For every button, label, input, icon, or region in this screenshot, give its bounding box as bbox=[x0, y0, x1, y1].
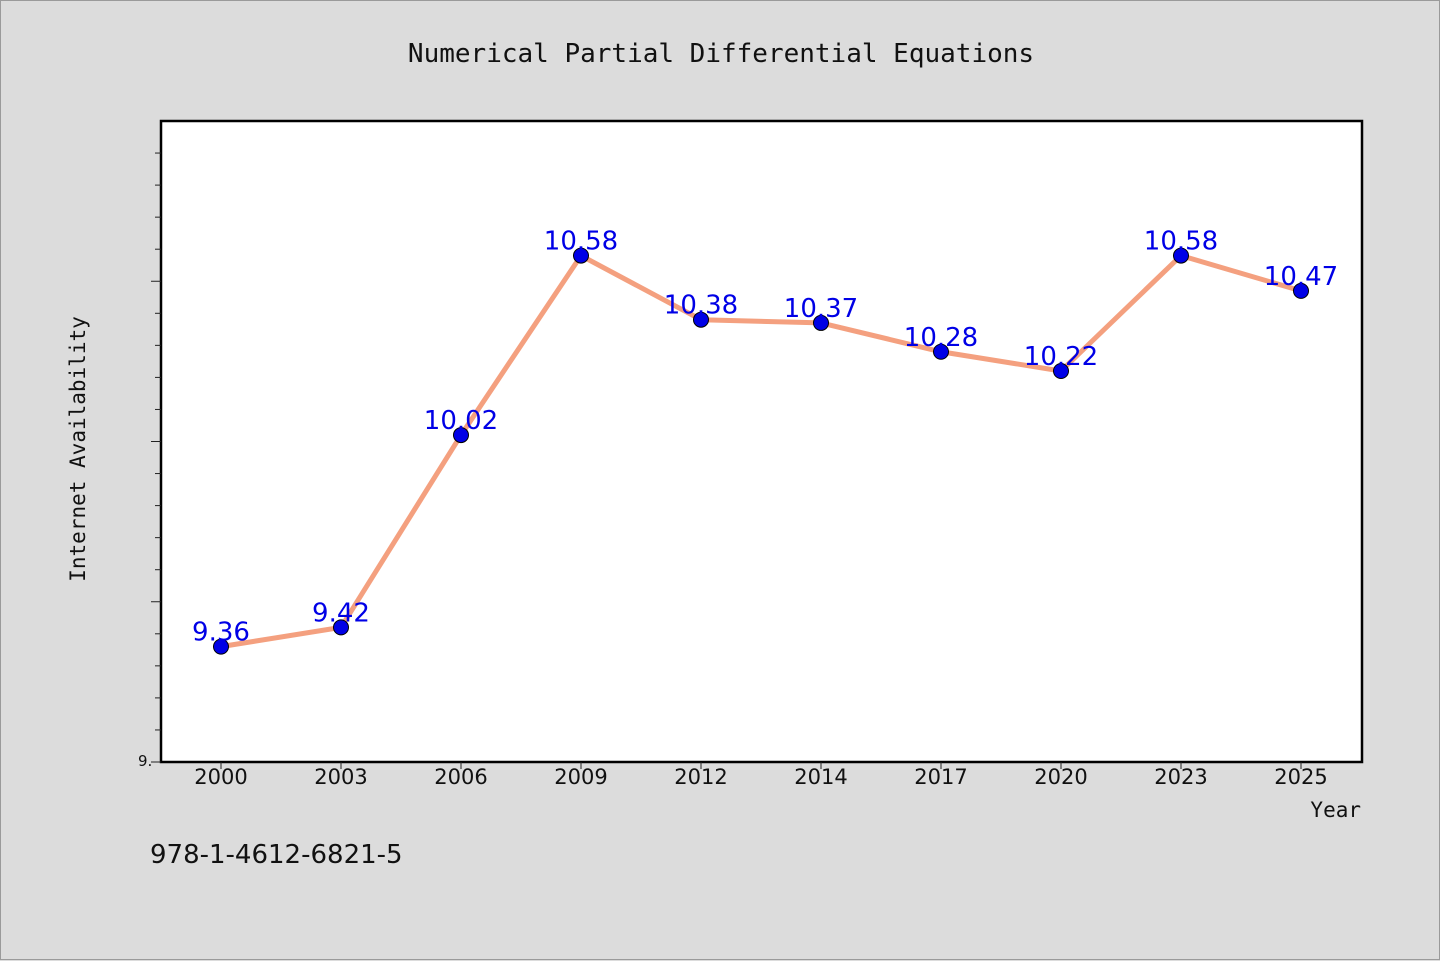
data-point bbox=[1293, 282, 1309, 299]
x-axis-label: Year bbox=[1310, 798, 1361, 822]
x-tick-label: 2023 bbox=[1154, 765, 1207, 789]
data-label: 10.22 bbox=[1024, 342, 1098, 372]
data-point bbox=[933, 343, 949, 360]
data-point bbox=[813, 314, 829, 331]
data-label: 10.47 bbox=[1264, 262, 1338, 292]
data-label: 10.37 bbox=[784, 294, 858, 324]
series-layer: 9.36 9.42 10.02 10.58 10.38 10.37 10.28 10.22 10… bbox=[192, 227, 1338, 655]
data-label: 9.36 bbox=[192, 618, 250, 648]
data-label: 9.42 bbox=[312, 598, 370, 628]
x-tick-label: 2006 bbox=[434, 765, 487, 789]
x-tick-label: 2014 bbox=[794, 765, 847, 789]
x-tick-label: 2017 bbox=[914, 765, 967, 789]
chart-title: Numerical Partial Differential Equations bbox=[408, 39, 1034, 69]
data-point bbox=[333, 619, 349, 636]
y-axis-ticks bbox=[151, 152, 161, 763]
plot-area bbox=[159, 119, 1364, 764]
data-point bbox=[573, 247, 589, 264]
data-label: 10.58 bbox=[544, 227, 618, 257]
x-axis-ticks: 2000 2003 2006 2009 2012 2014 2017 2020 2023 2025 bbox=[194, 762, 1328, 789]
x-tick-label: 2000 bbox=[194, 765, 247, 789]
x-tick-label: 2020 bbox=[1034, 765, 1087, 789]
x-tick-label: 2003 bbox=[314, 765, 367, 789]
x-tick-label: 2025 bbox=[1274, 765, 1327, 789]
y-min-tick-label: 9. bbox=[138, 752, 152, 770]
footnote: 978-1-4612-6821-5 bbox=[150, 840, 403, 870]
data-label: 10.28 bbox=[904, 323, 978, 353]
data-point bbox=[213, 638, 229, 655]
x-tick-label: 2009 bbox=[554, 765, 607, 789]
data-label: 10.58 bbox=[1144, 227, 1218, 257]
data-point bbox=[1173, 247, 1189, 264]
data-point bbox=[1053, 362, 1069, 379]
data-point bbox=[693, 311, 709, 328]
data-point bbox=[453, 427, 469, 444]
series-line bbox=[218, 253, 1304, 650]
y-axis-label: Internet Availability bbox=[66, 316, 90, 582]
x-tick-label: 2012 bbox=[674, 765, 727, 789]
data-label: 10.02 bbox=[424, 406, 498, 436]
data-label: 10.38 bbox=[664, 291, 738, 321]
